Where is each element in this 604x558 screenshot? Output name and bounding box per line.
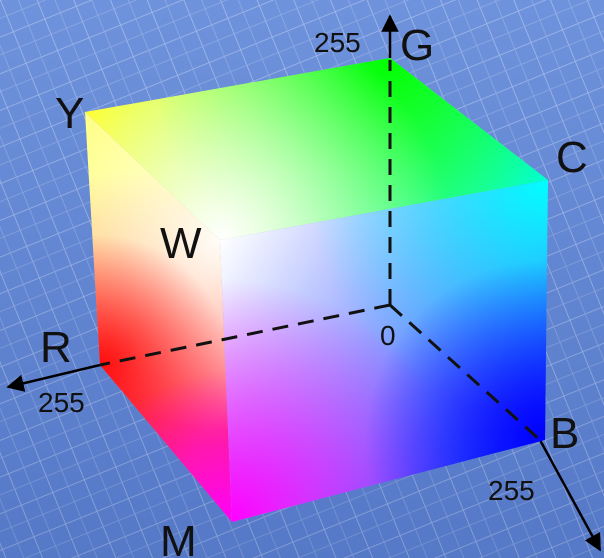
red-axis-hidden xyxy=(99,303,391,367)
vertex-label-magenta: M xyxy=(160,517,197,558)
cube-front-face xyxy=(220,180,548,522)
hidden-axes xyxy=(99,60,542,442)
blue-axis-line xyxy=(538,439,602,552)
blue-axis-hidden xyxy=(388,303,542,442)
vertex-label-white: W xyxy=(160,219,202,268)
green-axis-letter: G xyxy=(400,21,434,70)
vertex-label-cyan: C xyxy=(556,133,588,182)
blue-axis-letter: B xyxy=(550,409,579,458)
red-axis-max-label: 255 xyxy=(38,387,85,418)
cube-left-face xyxy=(85,112,232,522)
red-axis-line xyxy=(6,363,101,392)
vertex-label-yellow: Y xyxy=(55,89,84,138)
cube-top-face xyxy=(85,58,548,240)
green-axis-max-label: 255 xyxy=(314,27,361,58)
red-axis-letter: R xyxy=(40,323,72,372)
origin-label: 0 xyxy=(380,320,396,351)
blue-axis-max-label: 255 xyxy=(488,475,535,506)
